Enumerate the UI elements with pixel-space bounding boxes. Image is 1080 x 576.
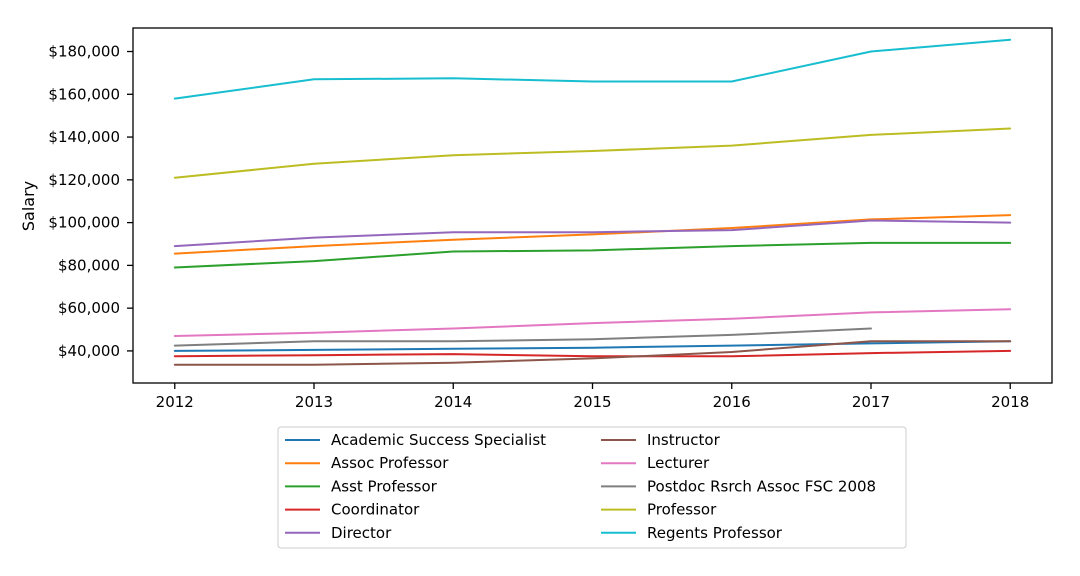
legend-item: Regents Professor: [601, 524, 783, 542]
series-line-asst-professor: [173, 241, 1012, 269]
x-tick-label: 2015: [573, 393, 611, 411]
y-axis-title: Salary: [19, 181, 38, 231]
y-tick-label: $160,000: [48, 85, 120, 103]
y-tick-label: $120,000: [48, 171, 120, 189]
series-layer: [173, 38, 1012, 366]
legend-label: Lecturer: [647, 454, 710, 472]
legend-item: Lecturer: [601, 454, 710, 472]
y-tick-label: $140,000: [48, 128, 120, 146]
y-tick-label: $180,000: [48, 43, 120, 61]
series-line-director: [173, 219, 1012, 248]
x-tick-label: 2014: [434, 393, 472, 411]
x-tick-label: 2013: [295, 393, 333, 411]
legend-item: Postdoc Rsrch Assoc FSC 2008: [601, 477, 876, 495]
series-line-assoc-professor: [173, 214, 1012, 255]
x-tick-label: 2012: [156, 393, 194, 411]
legend-item: Academic Success Specialist: [285, 431, 546, 449]
series-line-professor: [173, 127, 1012, 179]
legend-label: Director: [331, 524, 392, 542]
y-tick-label: $100,000: [48, 214, 120, 232]
legend-label: Instructor: [647, 431, 721, 449]
x-tick-label: 2016: [713, 393, 751, 411]
legend-label: Asst Professor: [331, 477, 438, 495]
legend-label: Regents Professor: [647, 524, 783, 542]
legend-label: Coordinator: [331, 501, 420, 519]
series-line-regents-professor: [173, 38, 1012, 100]
series-line-postdoc-rsrch-assoc-fsc-2008: [173, 327, 872, 347]
series-line-academic-success-specialist: [173, 340, 1012, 352]
legend-label: Professor: [647, 501, 717, 519]
legend-label: Assoc Professor: [331, 454, 449, 472]
legend-item: Professor: [601, 501, 717, 519]
plot-frame: [132, 27, 1053, 384]
legend-item: Asst Professor: [285, 477, 438, 495]
legend-item: Director: [285, 524, 392, 542]
series-line-instructor: [173, 340, 1012, 366]
series-line-lecturer: [173, 308, 1012, 337]
y-tick-label: $40,000: [58, 342, 120, 360]
legend-box: [277, 426, 907, 549]
x-tick-label: 2018: [991, 393, 1029, 411]
y-tick-label: $60,000: [58, 299, 120, 317]
legend-label: Postdoc Rsrch Assoc FSC 2008: [647, 477, 876, 495]
legend-item: Coordinator: [285, 501, 420, 519]
x-tick-label: 2017: [852, 393, 890, 411]
legend: Academic Success Specialist Assoc Profess…: [277, 426, 907, 549]
axis-layer: 2012 2013 2014 2015 2016 2017 2018 $40,000 $60,0…: [48, 43, 1029, 411]
y-tick-label: $80,000: [58, 256, 120, 274]
series-line-coordinator: [173, 349, 1012, 358]
legend-label: Academic Success Specialist: [331, 431, 546, 449]
legend-item: Assoc Professor: [285, 454, 449, 472]
legend-item: Instructor: [601, 431, 721, 449]
